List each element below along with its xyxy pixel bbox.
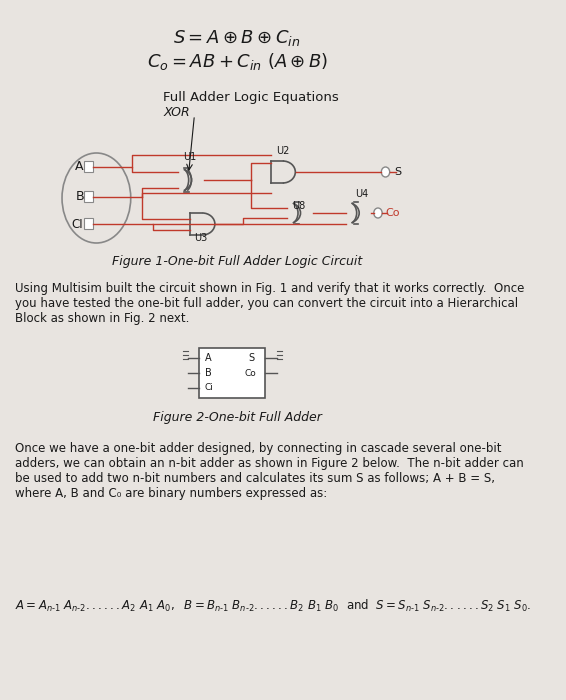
Text: U2: U2 bbox=[277, 146, 290, 156]
FancyBboxPatch shape bbox=[84, 191, 93, 202]
Text: S: S bbox=[248, 353, 254, 363]
Text: Full Adder Logic Equations: Full Adder Logic Equations bbox=[164, 92, 339, 104]
Text: Block as shown in Fig. 2 next.: Block as shown in Fig. 2 next. bbox=[15, 312, 190, 325]
Text: B: B bbox=[205, 368, 212, 378]
Text: XOR: XOR bbox=[164, 106, 190, 120]
Circle shape bbox=[374, 208, 382, 218]
FancyBboxPatch shape bbox=[199, 348, 265, 398]
Text: U1: U1 bbox=[183, 152, 196, 162]
Text: U4: U4 bbox=[355, 189, 368, 199]
FancyBboxPatch shape bbox=[84, 218, 93, 229]
Text: U3: U3 bbox=[195, 233, 208, 243]
Text: Ci: Ci bbox=[204, 384, 213, 393]
Text: Co: Co bbox=[385, 208, 400, 218]
Text: U8: U8 bbox=[291, 201, 305, 211]
Text: A: A bbox=[75, 160, 84, 174]
Text: B: B bbox=[75, 190, 84, 204]
Text: Once we have a one-bit adder designed, by connecting in cascade several one-bit: Once we have a one-bit adder designed, b… bbox=[15, 442, 501, 455]
Circle shape bbox=[381, 167, 390, 177]
Text: adders, we can obtain an n-bit adder as shown in Figure 2 below.  The n-bit adde: adders, we can obtain an n-bit adder as … bbox=[15, 457, 524, 470]
Text: you have tested the one-bit full adder, you can convert the circuit into a Hiera: you have tested the one-bit full adder, … bbox=[15, 297, 518, 310]
Text: CI: CI bbox=[71, 218, 83, 230]
Text: Figure 2-One-bit Full Adder: Figure 2-One-bit Full Adder bbox=[153, 412, 321, 424]
Text: A: A bbox=[205, 353, 212, 363]
Text: $A= A_{n\text{-}1}\ A_{n\text{-}2}......A_2\ A_1\ A_0,$$\ \ B= B_{n\text{-}1}\ B: $A= A_{n\text{-}1}\ A_{n\text{-}2}......… bbox=[15, 598, 531, 614]
Text: $C_o = AB + C_{in}\ (A \oplus B)$: $C_o = AB + C_{in}\ (A \oplus B)$ bbox=[147, 52, 328, 73]
Text: Using Multisim built the circuit shown in Fig. 1 and verify that it works correc: Using Multisim built the circuit shown i… bbox=[15, 282, 525, 295]
Text: be used to add two n-bit numbers and calculates its sum S as follows; A + B = S,: be used to add two n-bit numbers and cal… bbox=[15, 472, 495, 485]
Text: where A, B and C₀ are binary numbers expressed as:: where A, B and C₀ are binary numbers exp… bbox=[15, 487, 327, 500]
FancyBboxPatch shape bbox=[84, 161, 93, 172]
Text: $S = A \oplus B \oplus C_{in}$: $S = A \oplus B \oplus C_{in}$ bbox=[173, 28, 301, 48]
Text: S: S bbox=[394, 167, 401, 177]
Text: Co: Co bbox=[245, 368, 256, 377]
Text: Figure 1-One-bit Full Adder Logic Circuit: Figure 1-One-bit Full Adder Logic Circui… bbox=[112, 256, 362, 269]
